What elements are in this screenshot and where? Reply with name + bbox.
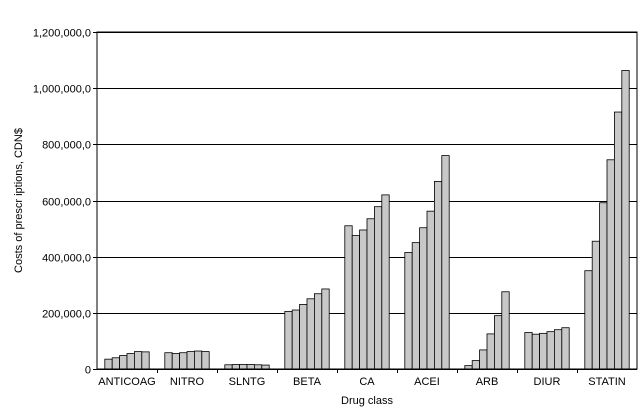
bar — [441, 155, 450, 370]
bar — [126, 353, 135, 370]
bar — [419, 227, 428, 370]
bar — [373, 206, 383, 370]
bar-group-beta — [284, 288, 330, 370]
bar — [224, 364, 233, 370]
x-tick-label: DIUR — [534, 376, 561, 388]
x-axis-label: Drug class — [341, 395, 393, 407]
bar-group-slntg — [224, 364, 270, 370]
bar — [426, 210, 435, 370]
bar — [381, 194, 390, 370]
bar — [344, 225, 353, 370]
bar — [291, 309, 301, 370]
y-tick-label: 400,000,0 — [42, 253, 91, 265]
bar — [164, 352, 173, 370]
bar-group-nitro — [164, 350, 210, 370]
bar-group-ca — [344, 194, 390, 370]
bar — [261, 364, 270, 370]
bar — [321, 288, 330, 370]
bar — [306, 298, 315, 370]
y-tick-label: 200,000,0 — [42, 309, 91, 321]
bar — [524, 332, 533, 370]
y-tick-label: 1,000,000,0 — [33, 84, 91, 96]
x-tick-label: CA — [359, 376, 375, 388]
bar — [359, 229, 368, 370]
bar — [433, 181, 443, 370]
x-tick-label: ACEI — [414, 376, 440, 388]
bar — [104, 358, 113, 370]
bar — [486, 333, 495, 370]
y-axis-label: Costs of prescr iptions, CDN$ — [13, 128, 25, 273]
bar — [599, 202, 608, 370]
bar — [539, 332, 548, 370]
bar — [111, 357, 120, 370]
bar — [554, 329, 563, 370]
x-tick-label: STATIN — [588, 376, 626, 388]
bar-group-anticoag — [104, 351, 150, 370]
bar — [621, 70, 630, 370]
bar — [591, 240, 601, 370]
bar-group-diur — [524, 327, 570, 370]
bar — [561, 327, 570, 370]
y-tick-label: 0 — [85, 365, 91, 377]
bars — [104, 70, 630, 370]
bar — [313, 293, 323, 370]
bar — [186, 351, 195, 370]
bar — [471, 360, 481, 370]
bar-group-acei — [404, 155, 450, 370]
x-tick-label: ARB — [476, 376, 499, 388]
bar — [531, 333, 541, 370]
bar — [201, 351, 210, 370]
bar — [351, 235, 361, 370]
bar — [606, 159, 615, 370]
bar — [614, 111, 623, 370]
bar — [133, 351, 143, 370]
x-tick-label: ANTICOAG — [98, 376, 155, 388]
bar-group-statin — [584, 70, 630, 370]
bar — [231, 364, 240, 370]
bar — [179, 352, 188, 370]
bar — [404, 252, 413, 370]
bar — [479, 349, 488, 370]
y-tick-label: 800,000,0 — [42, 140, 91, 152]
y-axis-ticks: 0 200,000,0 400,000,0 600,000,0 800,000,0 1,0… — [33, 28, 97, 377]
bar — [284, 311, 293, 370]
bar-group-arb — [464, 291, 510, 370]
x-axis-ticks: ANTICOAG NITRO SLNTG BETA CA ACEI ARB DIUR STATI… — [98, 369, 626, 388]
x-tick-label: SLNTG — [229, 376, 266, 388]
bar — [193, 350, 203, 370]
plot-frame — [96, 31, 638, 370]
y-tick-label: 1,200,000,0 — [33, 28, 91, 40]
bar — [366, 218, 375, 370]
bar — [299, 304, 308, 370]
y-tick-label: 600,000,0 — [42, 197, 91, 209]
bar — [246, 364, 255, 370]
bar — [141, 351, 150, 370]
bar — [546, 331, 555, 370]
x-tick-label: NITRO — [170, 376, 205, 388]
bar — [411, 242, 421, 370]
bar — [239, 364, 248, 370]
bar — [253, 364, 263, 370]
bar — [493, 315, 503, 370]
x-tick-label: BETA — [293, 376, 322, 388]
bar — [501, 291, 510, 370]
bar — [464, 365, 473, 370]
bar — [119, 355, 128, 370]
bar — [584, 270, 593, 370]
bar — [171, 353, 180, 370]
